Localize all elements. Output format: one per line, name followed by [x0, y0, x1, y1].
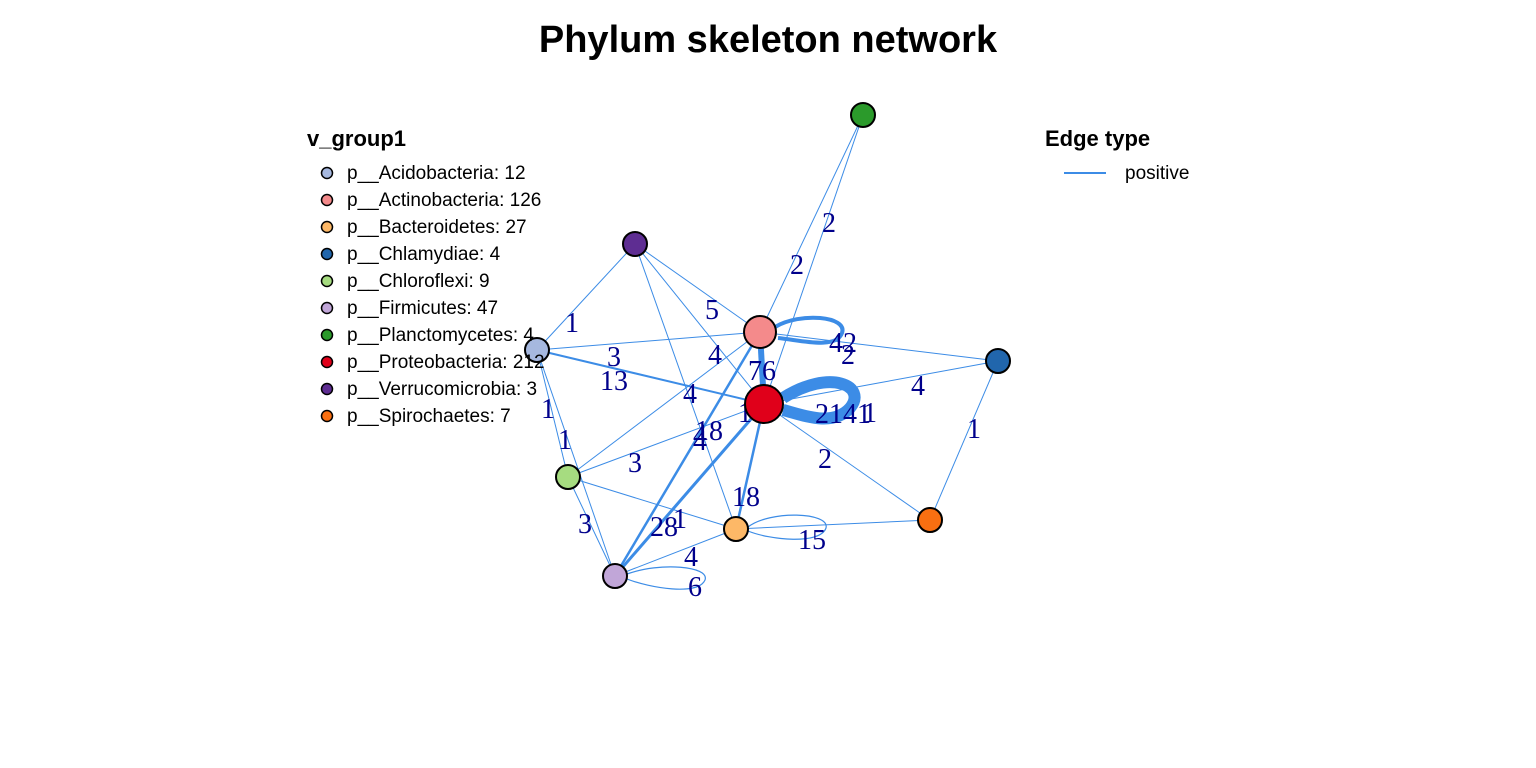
edge-firmicutes-firmicutes-loop: [626, 566, 706, 590]
legend-label-p-proteobacteria: p__Proteobacteria: 212: [347, 352, 545, 373]
node-actinobacteria: [743, 315, 777, 349]
edge-proteobacteria-chlamydiae: [763, 360, 999, 405]
edge-label-chloroflexi-bacteroidetes: 1: [673, 504, 687, 535]
legend-label-p-actinobacteria: p__Actinobacteria: 126: [347, 190, 541, 211]
edge-verrucomicrobia-acidobacteria: [536, 243, 636, 351]
edge-actinobacteria-firmicutes: [613, 331, 762, 577]
edge-legend: Edge type positive: [1045, 126, 1189, 184]
node-acidobacteria: [524, 337, 550, 363]
edge-label-verrucomicrobia-acidobacteria: 1: [565, 308, 579, 339]
edge-label-actinobacteria-chlamydiae: 2: [841, 340, 855, 371]
edge-label-actinobacteria-firmicutes: 4: [693, 426, 707, 457]
legend-swatch-p-planctomycetes: [320, 328, 334, 342]
edge-label-chloroflexi-actinobacteria: 4: [683, 379, 697, 410]
edge-label-planctomycetes-actinobacteria: 2: [790, 250, 804, 281]
edge-label-acidobacteria-firmicutes: 1: [541, 394, 555, 425]
edge-label-verrucomicrobia-bacteroidetes: 18: [695, 416, 723, 447]
legend-label-p-planctomycetes: p__Planctomycetes: 4: [347, 325, 534, 346]
edge-label-actinobacteria-actinobacteria: 42: [829, 328, 857, 359]
legend-swatch-p-spirochaetes: [320, 409, 334, 423]
edge-acidobacteria-chloroflexi: [536, 349, 569, 478]
legend-swatch-p-acidobacteria: [320, 166, 334, 180]
node-legend: v_group1 p__Acidobacteria: 12 p__Actinoba…: [307, 126, 545, 427]
node-chlamydiae: [985, 348, 1011, 374]
edge-proteobacteria-proteobacteria-loop: [779, 376, 861, 425]
edge-label-proteobacteria-chlamydiae: 4: [911, 371, 925, 402]
edge-label-proteobacteria-firmicutes: 4: [693, 420, 707, 451]
node-verrucomicrobia: [622, 231, 648, 257]
edge-label-planctomycetes-proteobacteria: 2: [822, 208, 836, 239]
edge-actinobacteria-actinobacteria-loop: [773, 315, 845, 345]
edge-chloroflexi-actinobacteria: [567, 331, 761, 478]
edge-chloroflexi-proteobacteria: [567, 403, 765, 478]
edge-label-acidobacteria-chloroflexi: 1: [558, 425, 572, 456]
legend-swatch-p-proteobacteria: [320, 355, 334, 369]
edge-proteobacteria-spirochaetes: [763, 403, 931, 521]
edge-chloroflexi-bacteroidetes: [567, 476, 737, 530]
edge-planctomycetes-actinobacteria: [759, 114, 864, 333]
nodes-layer: [524, 102, 1011, 589]
edge-label-proteobacteria-spirochaetes: 2: [818, 444, 832, 475]
legend-swatch-p-verrucomicrobia: [320, 382, 334, 396]
edge-label-actinobacteria-proteobacteria: 76: [748, 356, 776, 387]
node-bacteroidetes: [723, 516, 749, 542]
node-legend-title: v_group1: [307, 126, 406, 151]
edge-legend-title: Edge type: [1045, 126, 1150, 151]
edge-acidobacteria-actinobacteria: [536, 331, 761, 351]
node-chloroflexi: [555, 464, 581, 490]
edge-chloroflexi-firmicutes: [567, 476, 616, 577]
edge-verrucomicrobia-actinobacteria: [634, 243, 761, 333]
edge-planctomycetes-proteobacteria: [763, 114, 864, 405]
edge-firmicutes-bacteroidetes: [614, 528, 737, 577]
legend-label-p-acidobacteria: p__Acidobacteria: 12: [347, 163, 526, 184]
edge-label-proteobacteria-bacteroidetes: 18: [732, 482, 760, 513]
edge-label-chlamydiae-spirochaetes: 1: [967, 414, 981, 445]
edge-actinobacteria-chlamydiae: [759, 331, 999, 362]
edge-acidobacteria-firmicutes: [536, 349, 616, 577]
edge-verrucomicrobia-proteobacteria: [634, 243, 765, 405]
legend-label-p-bacteroidetes: p__Bacteroidetes: 27: [347, 217, 527, 238]
legend-label-p-chlamydiae: p__Chlamydiae: 4: [347, 244, 501, 265]
node-planctomycetes: [850, 102, 876, 128]
edge-bacteroidetes-bacteroidetes-loop: [747, 514, 827, 540]
edge-label-acidobacteria-actinobacteria: 3: [607, 342, 621, 373]
edge-chlamydiae-spirochaetes: [929, 360, 999, 521]
chart-title: Phylum skeleton network: [539, 19, 998, 61]
node-spirochaetes: [917, 507, 943, 533]
legend-label-p-chloroflexi: p__Chloroflexi: 9: [347, 271, 490, 292]
legend-label-p-spirochaetes: p__Spirochaetes: 7: [347, 406, 511, 427]
edge-label-verrucomicrobia-actinobacteria: 5: [705, 295, 719, 326]
node-firmicutes: [602, 563, 628, 589]
edge-proteobacteria-bacteroidetes: [735, 403, 765, 530]
edge-label-proteobacteria-proteobacteria: 2141: [815, 399, 871, 430]
edge-label-verrucomicrobia-proteobacteria: 4: [708, 340, 722, 371]
legend-swatch-p-bacteroidetes: [320, 220, 334, 234]
legend-swatch-p-actinobacteria: [320, 193, 334, 207]
legend-label-p-verrucomicrobia: p__Verrucomicrobia: 3: [347, 379, 537, 400]
edge-label-firmicutes-firmicutes: 6: [688, 572, 702, 603]
edges-layer: [536, 114, 999, 590]
edge-label-chloroflexi-firmicutes: 3: [578, 509, 592, 540]
edge-label-bacteroidetes-spirochaetes: 1: [863, 398, 877, 429]
legend-swatch-p-chloroflexi: [320, 274, 334, 288]
legend-label-p-firmicutes: p__Firmicutes: 47: [347, 298, 498, 319]
legend-swatch-p-chlamydiae: [320, 247, 334, 261]
edge-acidobacteria-proteobacteria: [536, 349, 765, 405]
legend-swatch-p-firmicutes: [320, 301, 334, 315]
edge-label-chloroflexi-proteobacteria: 3: [628, 448, 642, 479]
node-proteobacteria: [744, 384, 784, 424]
edge-label-acidobacteria-proteobacteria: 13: [600, 366, 628, 397]
edge-label-firmicutes-bacteroidetes: 4: [684, 542, 698, 573]
edge-verrucomicrobia-bacteroidetes: [634, 243, 737, 530]
edge-label-proteobacteria-firmicutes: 28: [650, 512, 678, 543]
edge-legend-label-positive: positive: [1125, 163, 1189, 184]
edge-label-bacteroidetes-bacteroidetes: 15: [798, 525, 826, 556]
edge-bacteroidetes-spirochaetes: [735, 519, 931, 530]
edge-proteobacteria-firmicutes: [614, 403, 765, 577]
